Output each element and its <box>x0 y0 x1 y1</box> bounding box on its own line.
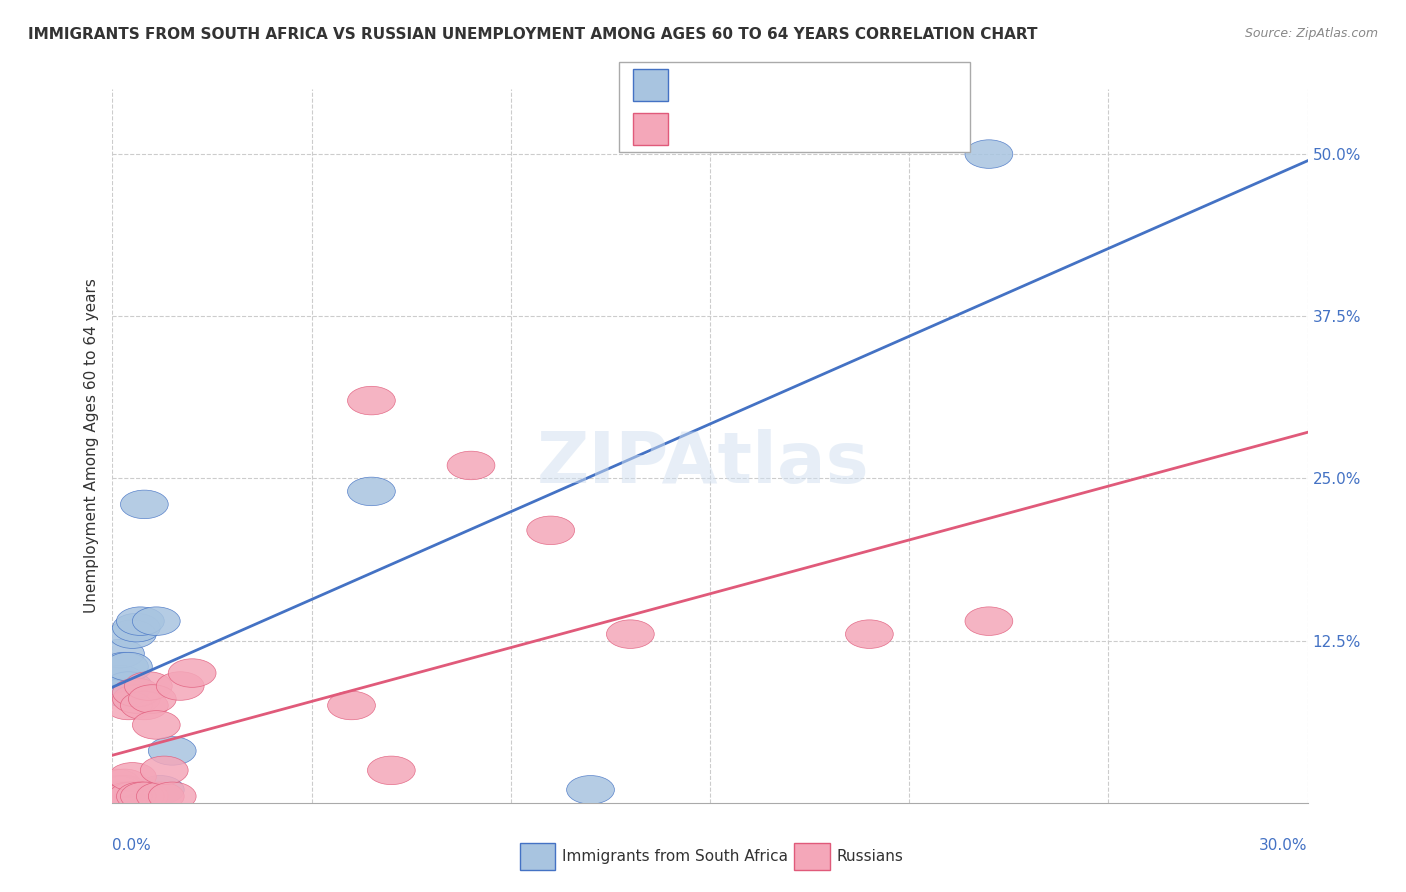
Ellipse shape <box>367 756 415 785</box>
Ellipse shape <box>141 756 188 785</box>
Ellipse shape <box>101 782 149 811</box>
Ellipse shape <box>965 607 1012 635</box>
Ellipse shape <box>132 607 180 635</box>
Ellipse shape <box>965 140 1012 169</box>
Ellipse shape <box>104 652 152 681</box>
Ellipse shape <box>97 775 145 804</box>
Ellipse shape <box>567 775 614 804</box>
Ellipse shape <box>93 782 141 811</box>
Ellipse shape <box>156 672 204 700</box>
Ellipse shape <box>128 685 176 714</box>
Ellipse shape <box>527 516 575 545</box>
Ellipse shape <box>108 782 156 811</box>
Ellipse shape <box>112 614 160 642</box>
Ellipse shape <box>447 451 495 480</box>
Text: Source: ZipAtlas.com: Source: ZipAtlas.com <box>1244 27 1378 40</box>
Text: Immigrants from South Africa: Immigrants from South Africa <box>562 849 789 863</box>
Text: N = 34: N = 34 <box>837 122 894 136</box>
Ellipse shape <box>112 678 160 706</box>
Ellipse shape <box>125 672 173 700</box>
Ellipse shape <box>328 691 375 720</box>
Ellipse shape <box>606 620 654 648</box>
Ellipse shape <box>101 678 149 706</box>
Text: R = 0.911: R = 0.911 <box>682 78 758 92</box>
Ellipse shape <box>112 685 160 714</box>
Ellipse shape <box>104 672 152 700</box>
Ellipse shape <box>101 652 149 681</box>
Ellipse shape <box>97 640 145 668</box>
Text: N = 17: N = 17 <box>837 78 894 92</box>
Y-axis label: Unemployment Among Ages 60 to 64 years: Unemployment Among Ages 60 to 64 years <box>83 278 98 614</box>
Text: ZIPAtlas: ZIPAtlas <box>537 429 869 499</box>
Ellipse shape <box>108 620 156 648</box>
Ellipse shape <box>97 782 145 811</box>
Ellipse shape <box>101 769 149 797</box>
Ellipse shape <box>347 477 395 506</box>
Ellipse shape <box>121 782 169 811</box>
Text: 30.0%: 30.0% <box>1260 838 1308 854</box>
Ellipse shape <box>121 490 169 518</box>
Ellipse shape <box>148 782 197 811</box>
Ellipse shape <box>148 737 197 765</box>
Ellipse shape <box>101 775 149 804</box>
Ellipse shape <box>117 782 165 811</box>
Ellipse shape <box>132 711 180 739</box>
Ellipse shape <box>97 782 145 811</box>
Ellipse shape <box>108 763 156 791</box>
Ellipse shape <box>97 665 145 694</box>
Ellipse shape <box>169 659 217 688</box>
Text: R = 0.651: R = 0.651 <box>682 122 758 136</box>
Ellipse shape <box>136 782 184 811</box>
Ellipse shape <box>93 775 141 804</box>
Ellipse shape <box>104 691 152 720</box>
Text: 0.0%: 0.0% <box>112 838 152 854</box>
Text: IMMIGRANTS FROM SOUTH AFRICA VS RUSSIAN UNEMPLOYMENT AMONG AGES 60 TO 64 YEARS C: IMMIGRANTS FROM SOUTH AFRICA VS RUSSIAN … <box>28 27 1038 42</box>
Ellipse shape <box>93 769 141 797</box>
Ellipse shape <box>845 620 893 648</box>
Text: Russians: Russians <box>837 849 904 863</box>
Ellipse shape <box>136 775 184 804</box>
Ellipse shape <box>347 386 395 415</box>
Ellipse shape <box>93 782 141 811</box>
Ellipse shape <box>117 607 165 635</box>
Ellipse shape <box>104 782 152 811</box>
Ellipse shape <box>121 691 169 720</box>
